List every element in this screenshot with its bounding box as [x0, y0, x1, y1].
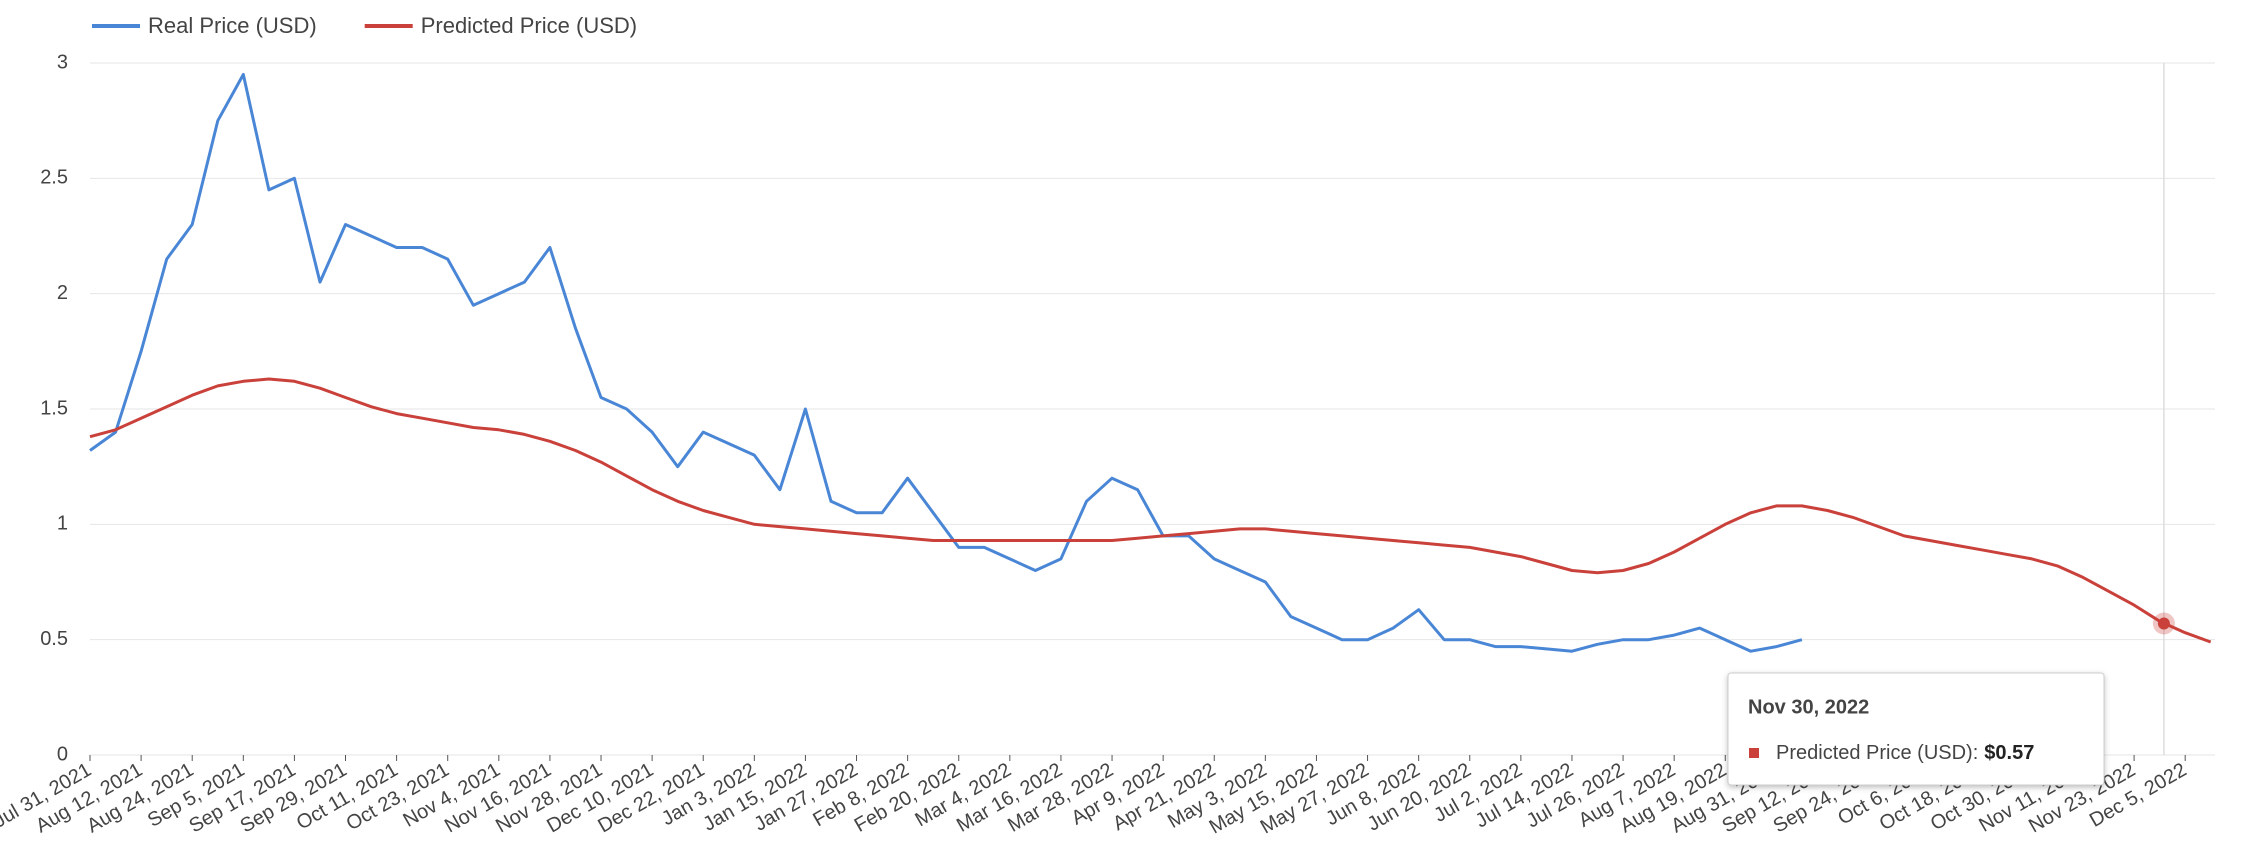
tooltip-marker: [2157, 617, 2170, 630]
tooltip-box: [1727, 672, 2105, 786]
y-tick-label: 0.5: [40, 628, 68, 650]
tooltip-swatch: [1749, 748, 1759, 758]
y-tick-label: 0: [57, 743, 68, 765]
legend-label: Real Price (USD): [148, 13, 317, 38]
y-tick-label: 3: [57, 51, 68, 73]
tooltip: Nov 30, 2022 Predicted Price (USD): $0.57: [1727, 672, 2105, 786]
y-tick-label: 1: [57, 513, 68, 535]
tooltip-value: $0.57: [1984, 742, 2034, 764]
y-tick-label: 2: [57, 282, 68, 304]
tooltip-title: Nov 30, 2022: [1748, 696, 1869, 718]
series-line: [89, 73, 1803, 653]
y-tick-label: 2.5: [40, 167, 68, 189]
series-line: [89, 377, 2212, 644]
legend-label: Predicted Price (USD): [421, 13, 637, 38]
y-tick-label: 1.5: [40, 397, 68, 419]
tooltip-text: Predicted Price (USD): $0.57: [1776, 742, 2034, 764]
tooltip-label: Predicted Price (USD):: [1776, 742, 1978, 764]
